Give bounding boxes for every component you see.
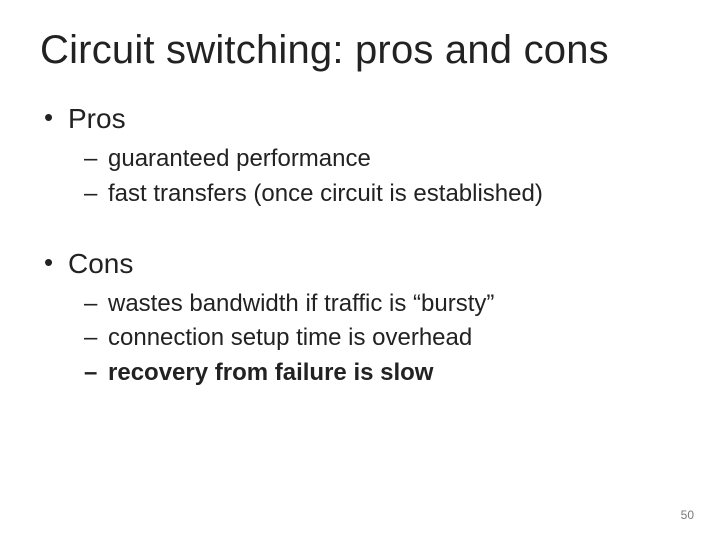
list-item: recovery from failure is slow <box>108 356 680 391</box>
section-label: Cons <box>68 248 133 279</box>
section-pros: Pros guaranteed performance fast transfe… <box>68 101 680 212</box>
cons-sublist: wastes bandwidth if traffic is “bursty” … <box>68 287 680 391</box>
section-cons: Cons wastes bandwidth if traffic is “bur… <box>68 246 680 391</box>
list-item: fast transfers (once circuit is establis… <box>108 177 680 212</box>
list-item: connection setup time is overhead <box>108 321 680 356</box>
section-label: Pros <box>68 103 126 134</box>
bullet-list: Pros guaranteed performance fast transfe… <box>40 101 680 391</box>
list-item: wastes bandwidth if traffic is “bursty” <box>108 287 680 322</box>
pros-sublist: guaranteed performance fast transfers (o… <box>68 142 680 212</box>
list-item: guaranteed performance <box>108 142 680 177</box>
slide: Circuit switching: pros and cons Pros gu… <box>0 0 720 540</box>
page-number: 50 <box>681 508 694 522</box>
slide-title: Circuit switching: pros and cons <box>40 28 680 73</box>
